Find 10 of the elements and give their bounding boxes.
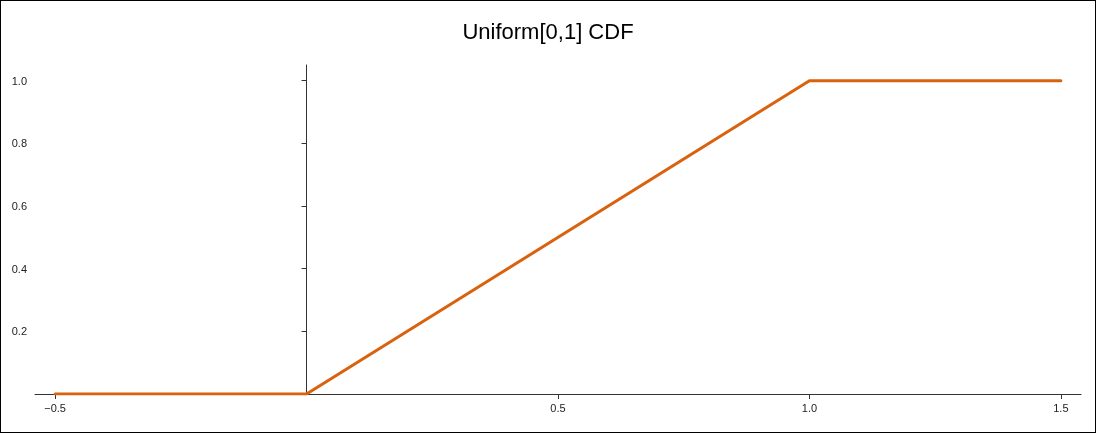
x-tick-label: −0.5 [44,401,66,414]
x-tick-label: 1.0 [801,401,818,414]
y-tick-label: 0.2 [11,325,27,338]
y-tick-label: 0.8 [11,137,27,150]
y-tick-label: 0.6 [11,200,27,212]
x-tick-label: 0.5 [550,401,566,414]
x-tick-label: 1.5 [1053,401,1069,414]
chart-title: Uniform[0,1] CDF [462,18,634,44]
y-tick-label: 1.0 [11,74,27,87]
y-tick-label: 0.4 [11,262,27,275]
